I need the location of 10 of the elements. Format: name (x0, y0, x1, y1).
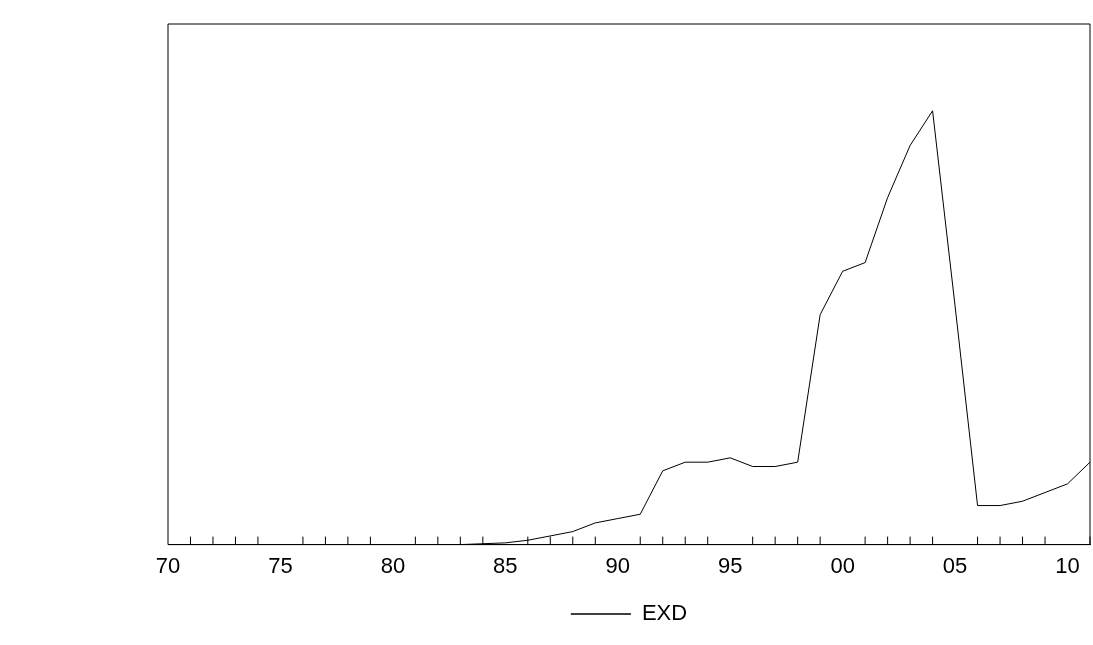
x-tick-label: 80 (380, 552, 406, 578)
x-tick-label: 75 (268, 552, 293, 578)
x-tick-label: 90 (605, 552, 630, 578)
x-tick-label: 00 (830, 552, 855, 578)
x-tick-label: 85 (493, 552, 518, 578)
x-tick-label: 05 (942, 552, 968, 578)
legend-label: EXD (641, 600, 688, 626)
x-tick-label: 95 (717, 552, 743, 578)
x-tick-label: 70 (155, 552, 181, 578)
x-tick-label: 10 (1055, 552, 1080, 578)
